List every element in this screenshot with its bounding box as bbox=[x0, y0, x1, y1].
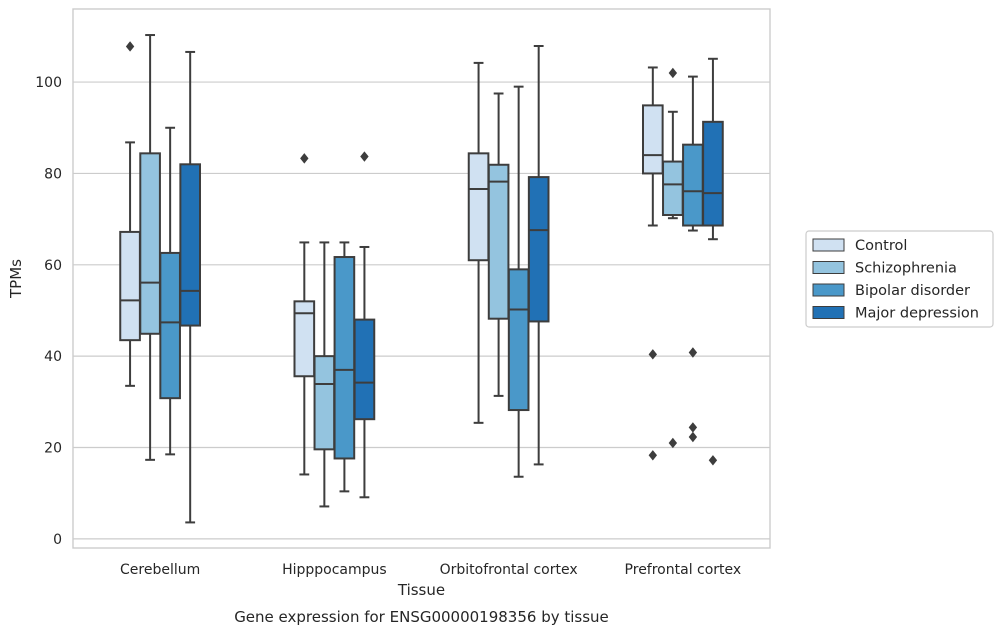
legend: Control Schizophrenia Bipolar disorder Majo… bbox=[805, 230, 994, 328]
box-group bbox=[333, 241, 356, 493]
outlier-point bbox=[668, 67, 678, 79]
box-group bbox=[702, 57, 724, 466]
outlier-point bbox=[688, 431, 698, 443]
legend-frame bbox=[805, 230, 994, 328]
box-iqr bbox=[139, 152, 161, 335]
box-iqr bbox=[467, 152, 490, 262]
y-tick-label: 80 bbox=[44, 166, 62, 182]
box-iqr bbox=[682, 143, 704, 227]
x-tick-label: Hipppocampus bbox=[282, 562, 387, 578]
y-axis-title: TPMs bbox=[7, 259, 25, 299]
y-tick-label: 100 bbox=[35, 75, 62, 91]
y-tick-label: 60 bbox=[44, 258, 62, 274]
box-group bbox=[119, 41, 141, 387]
box-group bbox=[313, 241, 336, 508]
box-iqr bbox=[662, 160, 684, 217]
outlier-point bbox=[360, 151, 369, 162]
chart-caption: Gene expression for ENSG00000198356 by t… bbox=[234, 608, 609, 626]
plot-frame bbox=[72, 8, 771, 549]
x-tick-label: Prefrontal cortex bbox=[625, 562, 742, 578]
legend-swatch bbox=[812, 283, 845, 297]
box-iqr bbox=[333, 256, 356, 460]
outlier-point bbox=[688, 422, 698, 433]
box-group bbox=[467, 61, 490, 424]
box-group bbox=[487, 92, 510, 397]
box-group bbox=[159, 126, 181, 456]
box-group bbox=[527, 44, 550, 466]
x-axis-ticks: Cerebellum Hipppocampus Orbitofrontal cort… bbox=[120, 562, 741, 578]
outlier-point bbox=[300, 153, 309, 164]
legend-swatch bbox=[812, 238, 845, 252]
legend-label: Schizophrenia bbox=[855, 261, 957, 277]
box-iqr bbox=[159, 251, 181, 400]
outlier-point bbox=[648, 450, 658, 461]
box-group bbox=[293, 153, 316, 476]
legend-swatch bbox=[812, 261, 845, 274]
box-group bbox=[507, 85, 530, 478]
legend-swatch bbox=[812, 306, 845, 319]
box-iqr bbox=[527, 176, 550, 323]
box-iqr bbox=[293, 300, 316, 378]
box-iqr bbox=[487, 163, 510, 320]
box-iqr bbox=[179, 163, 202, 327]
box-iqr bbox=[119, 230, 141, 342]
x-tick-label: Orbitofrontal cortex bbox=[440, 562, 578, 578]
legend-label: Control bbox=[855, 238, 907, 254]
y-axis-ticks: 0 20 40 60 80 100 bbox=[35, 75, 62, 548]
outlier-point bbox=[688, 347, 698, 358]
box-group bbox=[662, 67, 684, 449]
y-tick-label: 0 bbox=[53, 532, 62, 548]
box-iqr bbox=[353, 318, 376, 421]
box-iqr bbox=[507, 268, 530, 412]
box-group bbox=[682, 75, 704, 443]
y-tick-label: 20 bbox=[44, 441, 62, 457]
outlier-point bbox=[125, 41, 135, 52]
y-tick-label: 40 bbox=[44, 349, 62, 365]
outlier-point bbox=[648, 349, 658, 360]
legend-label: Major depression bbox=[855, 306, 979, 322]
box-group bbox=[139, 34, 161, 461]
x-axis-title: Tissue bbox=[397, 581, 445, 599]
x-tick-label: Cerebellum bbox=[120, 562, 200, 578]
box-group bbox=[179, 50, 202, 524]
box-iqr bbox=[702, 120, 724, 227]
box-iqr bbox=[641, 104, 664, 175]
box-iqr bbox=[313, 355, 336, 451]
legend-label: Bipolar disorder bbox=[855, 283, 970, 299]
outlier-point bbox=[708, 455, 718, 466]
box-group bbox=[353, 151, 376, 499]
box-plots bbox=[119, 34, 724, 524]
outlier-point bbox=[668, 437, 678, 449]
box-group bbox=[641, 66, 664, 461]
